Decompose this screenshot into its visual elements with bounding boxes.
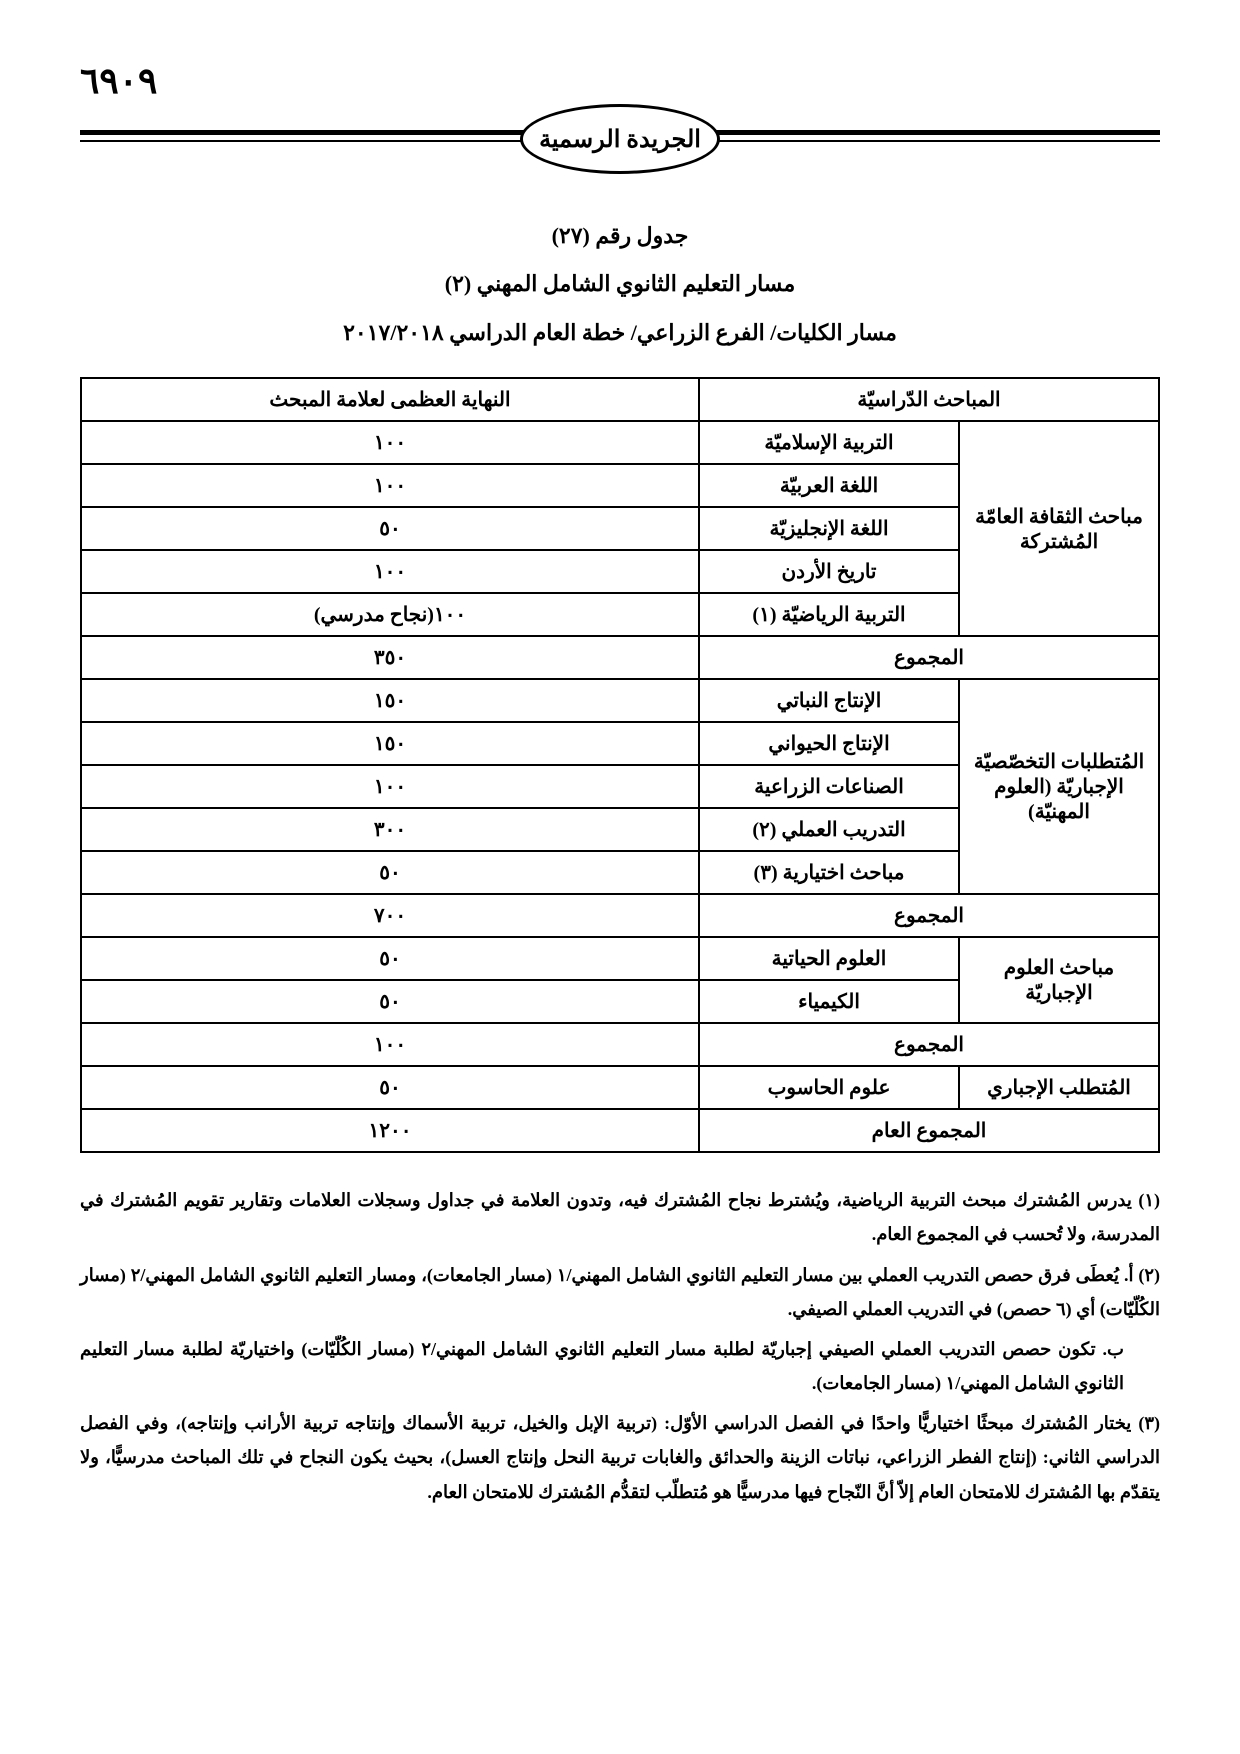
note-2b: ب. تكون حصص التدريب العملي الصيفي إجباري… <box>80 1332 1160 1400</box>
header-subjects: المباحث الدّراسيّة <box>699 378 1159 421</box>
note-3: (٣) يختار المُشترك مبحثًا اختياريًّا واح… <box>80 1406 1160 1509</box>
subject-max: ١٥٠ <box>81 679 699 722</box>
subject-name: اللغة العربيّة <box>699 464 959 507</box>
table-number: جدول رقم (٢٧) <box>80 212 1160 260</box>
subject-name: التدريب العملي (٢) <box>699 808 959 851</box>
subject-name: التربية الإسلاميّة <box>699 421 959 464</box>
subject-name: الكيمياء <box>699 980 959 1023</box>
track-title: مسار التعليم الثانوي الشامل المهني (٢) <box>80 260 1160 308</box>
subject-name: الصناعات الزراعية <box>699 765 959 808</box>
subject-max: ٥٠ <box>81 851 699 894</box>
table-row: مباحث الثقافة العامّة المُشتركة التربية … <box>81 421 1159 464</box>
subject-max: ١٠٠ <box>81 464 699 507</box>
subtotal-label: المجموع <box>699 636 1159 679</box>
subject-name: تاريخ الأردن <box>699 550 959 593</box>
subject-name: الإنتاج النباتي <box>699 679 959 722</box>
subtotal-value: ١٠٠ <box>81 1023 699 1066</box>
header-max-mark: النهاية العظمى لعلامة المبحث <box>81 378 699 421</box>
subject-name: مباحث اختيارية (٣) <box>699 851 959 894</box>
subject-name: اللغة الإنجليزيّة <box>699 507 959 550</box>
subject-max: ١٠٠ <box>81 421 699 464</box>
subtotal-label: المجموع <box>699 1023 1159 1066</box>
subtotal-row: المجموع ٧٠٠ <box>81 894 1159 937</box>
subtotal-value: ٣٥٠ <box>81 636 699 679</box>
subject-name: علوم الحاسوب <box>699 1066 959 1109</box>
subject-name: العلوم الحياتية <box>699 937 959 980</box>
subject-name: الإنتاج الحيواني <box>699 722 959 765</box>
plan-title: مسار الكليات/ الفرع الزراعي/ خطة العام ا… <box>80 309 1160 357</box>
table-row: المُتطلب الإجباري علوم الحاسوب ٥٠ <box>81 1066 1159 1109</box>
subtotal-row: المجموع ٣٥٠ <box>81 636 1159 679</box>
note-1: (١) يدرس المُشترك مبحث التربية الرياضية،… <box>80 1183 1160 1251</box>
table-row: مباحث العلوم الإجباريّة العلوم الحياتية … <box>81 937 1159 980</box>
subject-max: ٣٠٠ <box>81 808 699 851</box>
subject-max: ١٠٠ <box>81 765 699 808</box>
masthead: الجريدة الرسمية <box>80 112 1160 182</box>
title-block: جدول رقم (٢٧) مسار التعليم الثانوي الشام… <box>80 212 1160 357</box>
category-special-req: المُتطلبات التخصّصيّة الإجباريّة (العلوم… <box>959 679 1159 894</box>
footnotes: (١) يدرس المُشترك مبحث التربية الرياضية،… <box>80 1183 1160 1509</box>
subject-max: ١٠٠(نجاح مدرسي) <box>81 593 699 636</box>
subject-max: ٥٠ <box>81 1066 699 1109</box>
subtotal-row: المجموع ١٠٠ <box>81 1023 1159 1066</box>
subject-max: ٥٠ <box>81 937 699 980</box>
subject-max: ٥٠ <box>81 507 699 550</box>
subtotal-label: المجموع <box>699 894 1159 937</box>
note-2a: (٢) أ. يُعطَى فرق حصص التدريب العملي بين… <box>80 1258 1160 1326</box>
page-number: ٦٩٠٩ <box>80 60 1160 102</box>
table-row: المُتطلبات التخصّصيّة الإجباريّة (العلوم… <box>81 679 1159 722</box>
category-general-culture: مباحث الثقافة العامّة المُشتركة <box>959 421 1159 636</box>
gazette-title-oval: الجريدة الرسمية <box>520 104 720 174</box>
grand-total-row: المجموع العام ١٢٠٠ <box>81 1109 1159 1152</box>
category-science-req: مباحث العلوم الإجباريّة <box>959 937 1159 1023</box>
table-header-row: المباحث الدّراسيّة النهاية العظمى لعلامة… <box>81 378 1159 421</box>
subject-name: التربية الرياضيّة (١) <box>699 593 959 636</box>
subject-max: ١٠٠ <box>81 550 699 593</box>
grand-total-label: المجموع العام <box>699 1109 1159 1152</box>
category-mandatory-req: المُتطلب الإجباري <box>959 1066 1159 1109</box>
curriculum-table: المباحث الدّراسيّة النهاية العظمى لعلامة… <box>80 377 1160 1153</box>
subtotal-value: ٧٠٠ <box>81 894 699 937</box>
subject-max: ٥٠ <box>81 980 699 1023</box>
subject-max: ١٥٠ <box>81 722 699 765</box>
grand-total-value: ١٢٠٠ <box>81 1109 699 1152</box>
